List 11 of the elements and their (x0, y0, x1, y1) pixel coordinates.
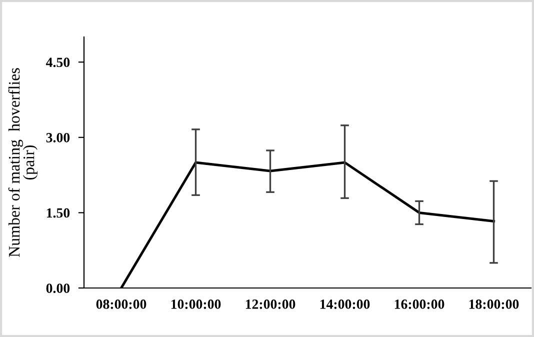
y-axis-title: Number of mating hoverflies (pair) (8, 68, 38, 257)
x-tick-label: 14:00:00 (320, 300, 370, 309)
y-tick-label: 4.50 (46, 58, 70, 68)
x-tick-label: 18:00:00 (469, 300, 519, 309)
x-tick-label: 10:00:00 (171, 300, 221, 309)
x-tick-label: 12:00:00 (246, 300, 296, 309)
x-tick-label: 16:00:00 (394, 300, 444, 309)
y-tick-label: 3.00 (46, 132, 70, 142)
y-tick-label: 1.50 (46, 208, 70, 218)
x-tick-label: 08:00:00 (96, 300, 146, 309)
y-tick-label: 0.00 (46, 284, 70, 294)
